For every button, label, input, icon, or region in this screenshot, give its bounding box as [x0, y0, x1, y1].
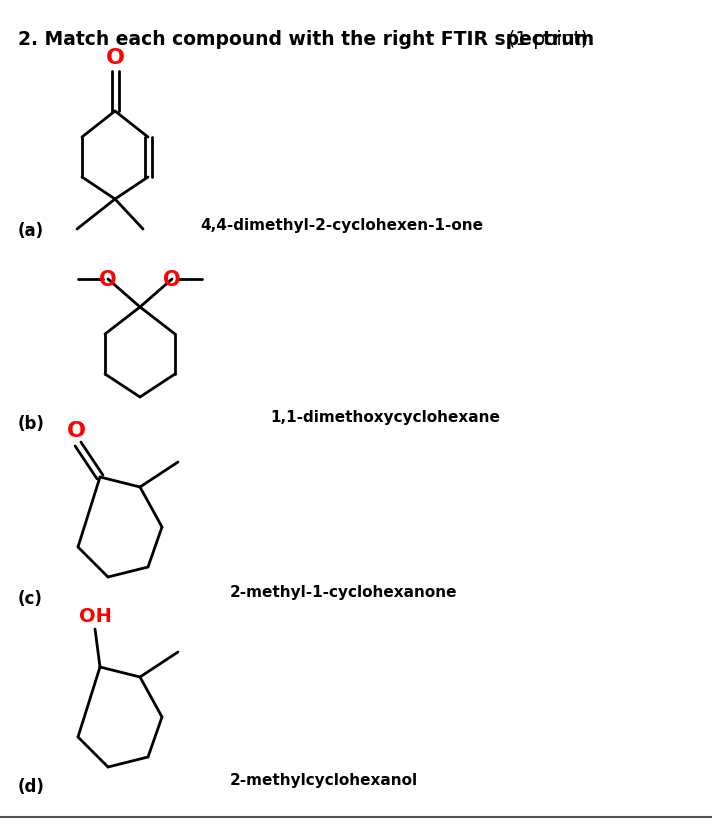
Text: (b): (b): [18, 415, 45, 432]
Text: 2-methylcyclohexanol: 2-methylcyclohexanol: [230, 772, 418, 787]
Text: O: O: [99, 270, 117, 290]
Text: 2-methyl-1-cyclohexanone: 2-methyl-1-cyclohexanone: [230, 585, 458, 599]
Text: O: O: [66, 421, 85, 440]
Text: 1,1-dimethoxycyclohexane: 1,1-dimethoxycyclohexane: [270, 410, 500, 425]
Text: (1 point):: (1 point):: [502, 30, 595, 49]
Text: 2. Match each compound with the right FTIR spectrum: 2. Match each compound with the right FT…: [18, 30, 594, 49]
Text: 4,4-dimethyl-2-cyclohexen-1-one: 4,4-dimethyl-2-cyclohexen-1-one: [200, 218, 483, 233]
Text: (d): (d): [18, 777, 45, 795]
Text: O: O: [163, 270, 181, 290]
Text: (a): (a): [18, 222, 44, 240]
Text: OH: OH: [78, 606, 112, 625]
Text: (c): (c): [18, 590, 43, 607]
Text: O: O: [105, 48, 125, 68]
